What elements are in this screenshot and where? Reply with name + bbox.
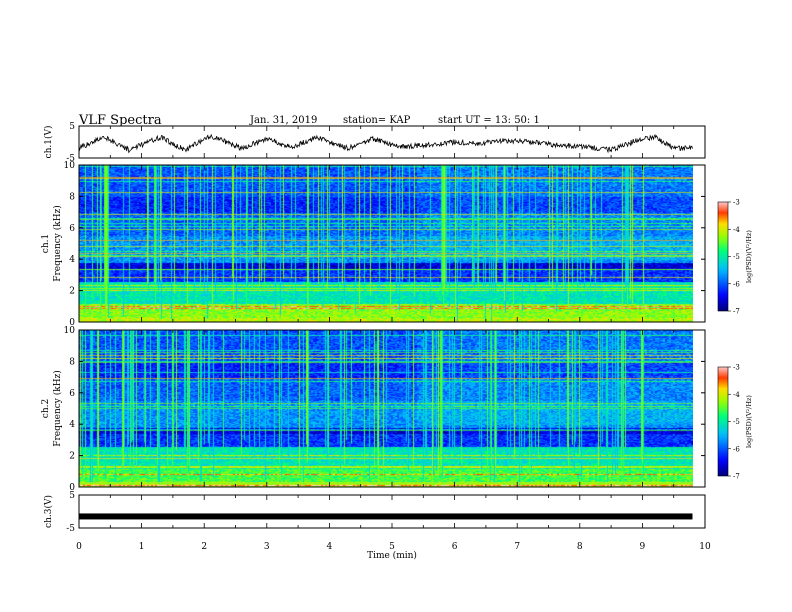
start-time-label: start UT = 13: 50: 1 [438,115,540,126]
ch2-spectrogram-colorbar-bar [717,366,729,477]
ch1-spectrogram-ytick-label: 0 [69,318,75,328]
ch1-spectrogram-colorbar-label: log(PSD)(V²/Hz) [745,230,753,283]
ch1-spectrogram-image [79,165,693,322]
ch1-spectrogram-colorbar-tick-label: -7 [733,308,740,316]
ch2-spectrogram-ytick-label: 2 [69,452,75,462]
ch2-spectrogram-colorbar-tick-label: -7 [733,473,740,481]
ch1-spectrogram-ylabel: ch.1 [41,234,51,253]
ch2-spectrogram-ytick-label: 8 [69,357,75,367]
date-label: Jan. 31, 2019 [250,115,318,126]
ch2-spectrogram-ytick-label: 0 [69,483,75,493]
ch1-waveform-line [78,133,693,154]
time-axis: 0 1 2 3 4 5 6 7 8 9 10 Time (min) [76,542,711,561]
ch1-spectrogram-colorbar-bar [717,201,729,312]
ch1-spectrogram-colorbar: -3 -4 -5 -6 -7 log(PSD)(V²/Hz) [717,199,753,316]
x-tick-label: 5 [389,542,395,552]
ch1-spectrogram-ytick-label: 6 [69,224,75,234]
ch1-spectrogram-ylabel2: Frequency (kHz) [52,205,63,282]
ch1-spectrogram-ytick-label: 10 [64,161,76,171]
ch1-waveform-panel: 5 -5 ch.1(V) [43,122,706,164]
ch1-spectrogram-colorbar-tick-label: -4 [733,226,740,234]
x-tick-label: 10 [699,542,711,552]
x-axis-label: Time (min) [367,550,417,561]
ch2-spectrogram-colorbar-tick-label: -6 [733,445,740,453]
ch2-spectrogram-ylabel2: Frequency (kHz) [52,370,63,447]
x-tick-label: 4 [327,542,333,552]
ch2-spectrogram-ylabel: ch.2 [41,399,51,418]
x-tick-label: 6 [452,542,458,552]
ch2-spectrogram-colorbar-label: log(PSD)(V²/Hz) [745,395,753,448]
ch1-spectrogram-colorbar-tick-label: -3 [733,199,740,207]
ch1-waveform-ytick-label: 5 [69,122,75,132]
x-tick-label: 7 [514,542,520,552]
ch2-spectrogram-ytick-label: 4 [69,420,75,430]
ch1-spectrogram-ytick-label: 4 [69,255,75,265]
ch1-waveform-frame [78,125,706,159]
x-tick-label: 9 [640,542,646,552]
ch1-spectrogram-ytick-label: 8 [69,192,75,202]
ch1-waveform-ylabel: ch.1(V) [43,126,54,159]
x-tick-label: 2 [201,542,207,552]
ch2-spectrogram-image [79,330,693,487]
ch1-waveform-ytick-label: -5 [66,154,75,164]
figure-title: VLF Spectra [79,113,162,128]
ch2-spectrogram-ytick-label: 10 [64,326,76,336]
x-tick-label: 0 [76,542,82,552]
ch1-spectrogram-colorbar-tick-label: -6 [733,280,740,288]
x-tick-label: 8 [577,542,583,552]
ch2-spectrogram-panel: 0 2 4 6 8 10 ch.2 Frequency (kHz) -3 -4 -5 -6 -7 log(… [41,326,753,493]
ch2-spectrogram-ytick-label: 6 [69,389,75,399]
ch1-spectrogram-ytick-label: 2 [69,287,75,297]
ch1-spectrogram-panel: 0 2 4 6 8 10 ch.1 Frequency (kHz) -3 -4 -5 -6 -7 log(… [41,161,753,328]
ch2-spectrogram-colorbar-tick-label: -4 [733,391,740,399]
ch2-spectrogram-colorbar: -3 -4 -5 -6 -7 log(PSD)(V²/Hz) [717,364,753,481]
ch3-waveform-ytick-label: 5 [69,491,75,501]
ch3-waveform-ylabel: ch.3(V) [43,495,54,528]
ch3-waveform-ytick-label: -5 [66,524,75,534]
station-label: station= KAP [343,115,411,126]
ch2-spectrogram-colorbar-tick-label: -5 [733,418,740,426]
ch2-spectrogram-colorbar-tick-label: -3 [733,364,740,372]
x-tick-label: 3 [264,542,270,552]
ch1-spectrogram-colorbar-tick-label: -5 [733,253,740,261]
x-tick-label: 1 [139,542,145,552]
ch3-waveform-panel: 5 -5 ch.3(V) [43,491,706,534]
ch3-waveform-line [79,513,693,520]
